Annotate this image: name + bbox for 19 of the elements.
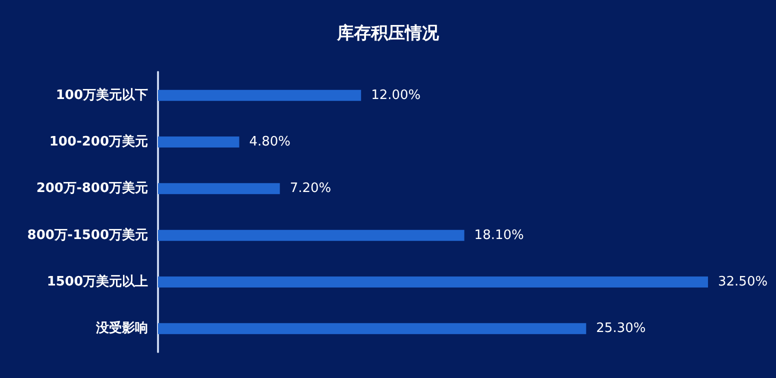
chart-title: 库存积压情况 [336, 24, 440, 44]
bar [158, 323, 586, 334]
data-label: 4.80% [249, 134, 291, 150]
y-tick-label: 1500万美元以上 [46, 274, 148, 290]
bar [158, 136, 240, 148]
bar [158, 90, 362, 101]
y-tick-label: 没受影响 [95, 320, 148, 336]
data-label: 25.30% [596, 321, 646, 336]
y-tick-label: 100万美元以下 [56, 86, 148, 103]
y-tick-label: 100-200万美元 [49, 134, 148, 150]
y-tick-label: 800万-1500万美元 [27, 226, 148, 243]
bar [158, 230, 464, 241]
data-label: 7.20% [290, 181, 332, 196]
bar [158, 183, 280, 194]
bar [158, 276, 708, 288]
data-label: 18.10% [474, 228, 524, 243]
data-label: 32.50% [718, 274, 768, 290]
data-label: 12.00% [371, 88, 421, 103]
y-tick-label: 200万-800万美元 [36, 180, 148, 196]
